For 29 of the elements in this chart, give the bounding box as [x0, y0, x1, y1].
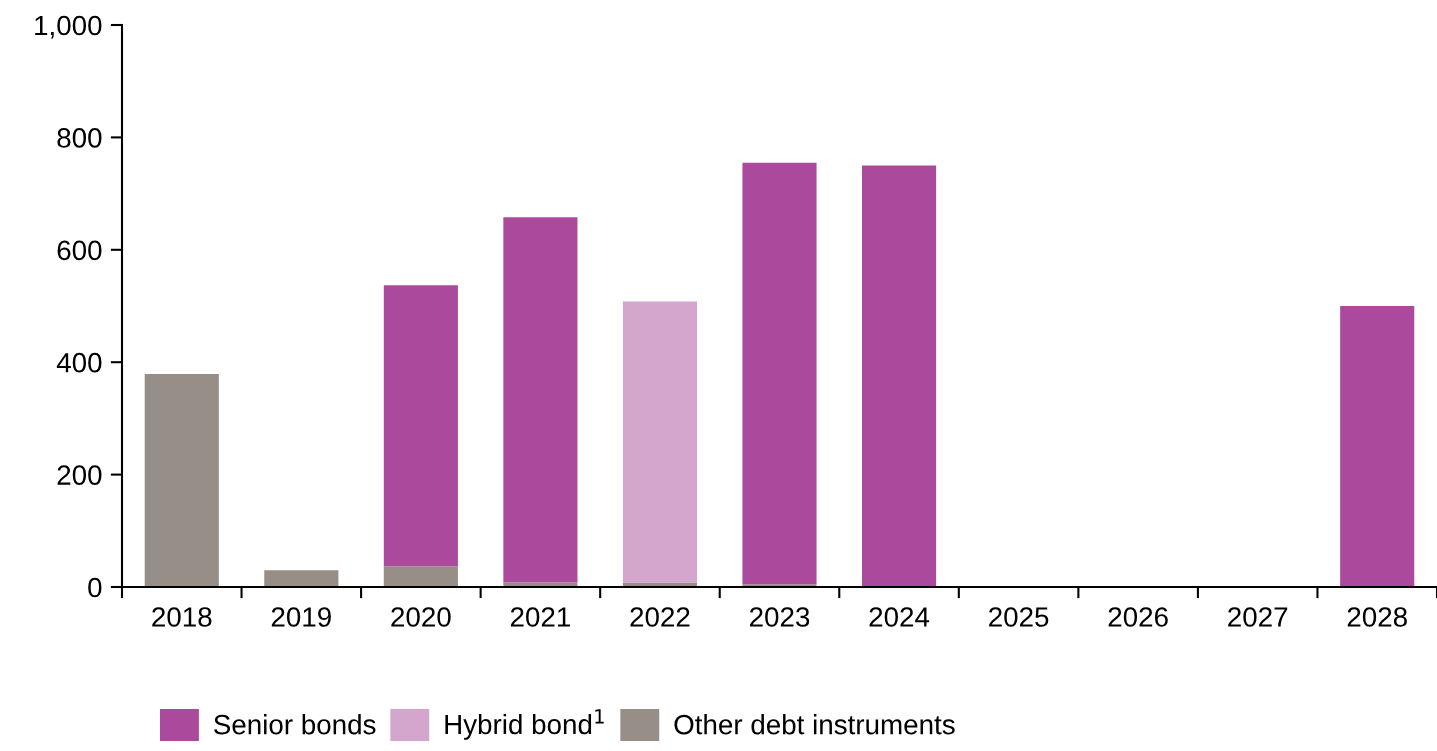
bar — [503, 217, 578, 583]
y-tick-label: 400 — [56, 352, 102, 373]
bar — [861, 165, 937, 587]
legend-label: Senior bonds — [214, 714, 376, 735]
bar — [622, 301, 698, 583]
y-tick-label: 1,000 — [35, 15, 102, 39]
x-tick-label: 2025 — [989, 607, 1049, 627]
x-tick-label: 2027 — [1228, 607, 1288, 627]
x-tick-label: 2018 — [152, 607, 212, 627]
bar — [383, 285, 458, 567]
bar — [264, 570, 339, 587]
x-tick-label: 2026 — [1108, 607, 1168, 627]
legend-label: Other debt instruments — [674, 714, 955, 735]
y-tick-label: 0 — [88, 577, 102, 598]
x-tick-label: 2024 — [869, 607, 930, 627]
bar — [144, 374, 219, 587]
legend-label: Hybrid bond$^{1}$ — [445, 709, 604, 740]
bar — [1340, 306, 1415, 587]
y-tick-label: 800 — [57, 128, 102, 148]
bar — [383, 566, 458, 587]
y-tick-label: 200 — [57, 465, 102, 485]
y-tick-label: 600 — [57, 240, 102, 261]
x-tick-label: 2021 — [510, 607, 570, 627]
x-tick-label: 2019 — [271, 607, 331, 627]
x-tick-label: 2020 — [391, 607, 451, 627]
x-tick-label: 2023 — [750, 607, 810, 627]
bar — [742, 162, 817, 585]
x-tick-label: 2028 — [1347, 607, 1407, 627]
x-tick-label: 2022 — [630, 607, 690, 627]
